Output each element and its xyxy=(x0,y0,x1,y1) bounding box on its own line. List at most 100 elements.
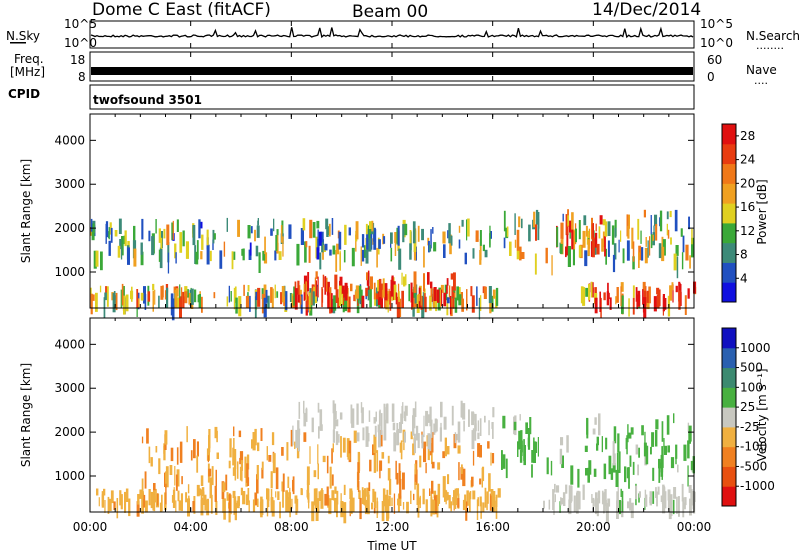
echo-cell xyxy=(594,297,598,305)
echo-cell xyxy=(482,466,485,482)
echo-cell xyxy=(423,273,425,292)
power-panel: 1000 2000 3000 4000 Slant Range [km] 4 8 12 16… xyxy=(19,113,769,321)
echo-cell xyxy=(452,291,455,309)
echo-cell xyxy=(528,224,531,242)
echo-cell xyxy=(389,478,392,495)
echo-cell xyxy=(471,411,474,426)
echo-cell xyxy=(689,255,691,269)
echo-cell xyxy=(661,495,665,504)
echo-cell xyxy=(143,494,146,508)
echo-cell xyxy=(415,425,419,441)
echo-cell xyxy=(165,471,167,488)
echo-cell xyxy=(334,497,337,513)
echo-cell xyxy=(244,456,247,478)
echo-cell xyxy=(520,440,523,453)
echo-cell xyxy=(477,443,481,457)
echo-cell xyxy=(114,230,118,237)
nsearch-tick-top: 10^5 xyxy=(700,17,733,31)
echo-cell xyxy=(664,491,667,509)
echo-cell xyxy=(303,412,307,427)
echo-cell xyxy=(492,407,495,418)
echo-cell xyxy=(471,430,475,450)
echo-cell xyxy=(307,272,310,292)
echo-cell xyxy=(495,287,499,306)
echo-cell xyxy=(311,284,315,294)
echo-cell xyxy=(336,490,339,505)
echo-cell xyxy=(384,283,388,301)
echo-cell xyxy=(423,415,425,438)
echo-cell xyxy=(172,489,176,508)
echo-cell xyxy=(179,232,183,253)
echo-cell xyxy=(478,297,481,320)
y-tick-label: 2000 xyxy=(54,221,85,235)
echo-cell xyxy=(608,292,610,300)
echo-cell xyxy=(124,491,127,513)
echo-cell xyxy=(451,405,454,426)
echo-cell xyxy=(329,466,332,489)
echo-cell xyxy=(640,230,642,244)
echo-cell xyxy=(527,428,531,450)
echo-cell xyxy=(650,446,652,455)
echo-cell xyxy=(163,228,166,239)
echo-cell xyxy=(668,498,672,520)
echo-cell xyxy=(360,246,362,266)
echo-cell xyxy=(626,214,629,237)
echo-cell xyxy=(409,243,412,260)
echo-cell xyxy=(531,450,534,463)
echo-cell xyxy=(616,287,619,303)
echo-cell xyxy=(232,490,236,498)
echo-cell xyxy=(613,426,617,444)
echo-cell xyxy=(554,494,556,503)
echo-cell xyxy=(361,407,364,424)
echo-cell xyxy=(490,295,494,312)
echo-cell xyxy=(320,491,323,504)
echo-cell xyxy=(538,212,540,229)
echo-cell xyxy=(216,452,219,459)
echo-cell xyxy=(233,438,235,458)
echo-cell xyxy=(417,433,420,449)
echo-cell xyxy=(442,451,446,459)
echo-cell xyxy=(531,464,533,478)
echo-cell xyxy=(682,497,685,518)
echo-cell xyxy=(332,429,335,443)
echo-cell xyxy=(346,288,349,309)
echo-cell xyxy=(222,482,226,493)
echo-cell xyxy=(305,281,307,301)
echo-cell xyxy=(662,239,666,256)
echo-cell xyxy=(491,500,494,508)
echo-cell xyxy=(175,288,179,297)
echo-cell xyxy=(367,494,370,515)
echo-cell xyxy=(431,461,435,469)
echo-cell xyxy=(109,222,112,235)
echo-cell xyxy=(179,284,181,299)
echo-cell xyxy=(351,247,355,267)
echo-cell xyxy=(395,292,398,305)
echo-cell xyxy=(225,474,228,491)
echo-cell xyxy=(568,485,572,503)
echo-cell xyxy=(285,291,288,311)
echo-cell xyxy=(565,246,567,258)
echo-cell xyxy=(290,429,293,447)
echo-cell xyxy=(521,252,525,259)
echo-cell xyxy=(475,235,478,242)
echo-cell xyxy=(103,297,106,318)
echo-cell xyxy=(365,223,368,235)
echo-cell xyxy=(266,446,268,461)
echo-cell xyxy=(492,422,494,439)
echo-cell xyxy=(446,297,450,304)
echo-cell xyxy=(466,497,469,506)
echo-cell xyxy=(658,462,661,483)
echo-cell xyxy=(370,276,373,290)
echo-cell xyxy=(676,256,679,279)
echo-cell xyxy=(316,220,320,229)
echo-cell xyxy=(486,491,489,504)
colorbar-tick-label: 12 xyxy=(740,224,755,238)
echo-cell xyxy=(605,502,609,523)
echo-cell xyxy=(317,402,320,413)
echo-cell xyxy=(292,476,295,495)
echo-cell xyxy=(566,234,569,256)
echo-cell xyxy=(303,432,307,442)
colorbar-tick-label: 28 xyxy=(740,129,755,143)
echo-cell xyxy=(597,490,601,504)
colorbar-tick-label: -500 xyxy=(740,459,767,473)
